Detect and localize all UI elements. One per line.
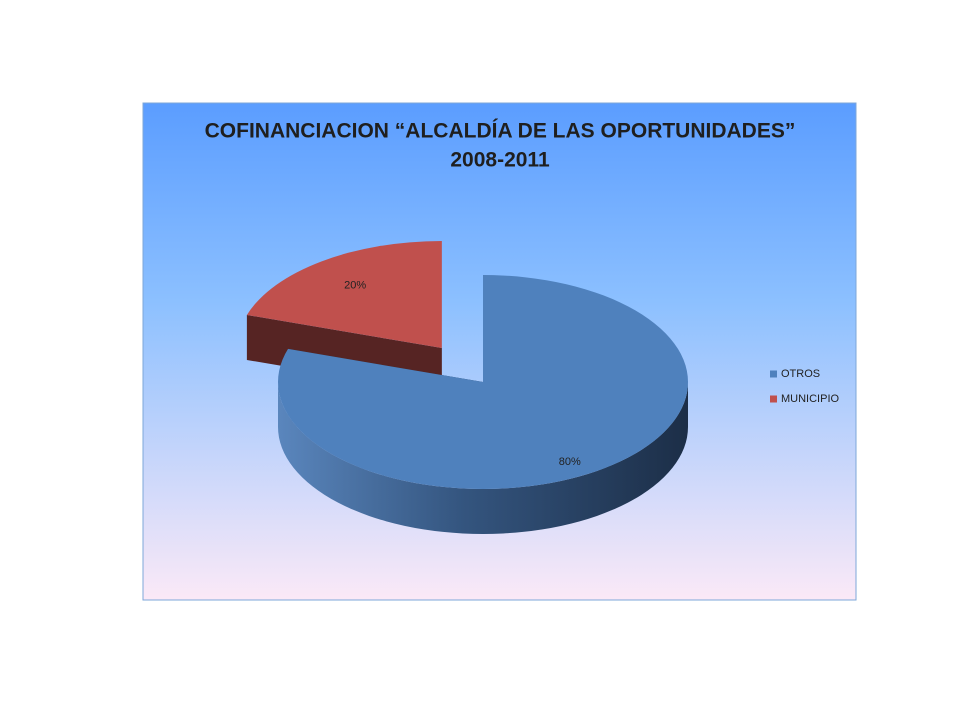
legend-swatch (770, 370, 777, 378)
legend-label: OTROS (781, 368, 820, 380)
chart-subtitle: 2008-2011 (450, 149, 550, 172)
pie-slice (246, 241, 442, 349)
slice-side (278, 382, 688, 534)
data-label: 80% (559, 456, 581, 468)
pie-slice (278, 275, 688, 489)
data-label: 20% (344, 280, 366, 292)
legend-swatch (770, 395, 777, 403)
chart-title: COFINANCIACION “ALCALDÍA DE LAS OPORTUNI… (205, 120, 796, 143)
legend-label: MUNICIPIO (781, 393, 840, 405)
